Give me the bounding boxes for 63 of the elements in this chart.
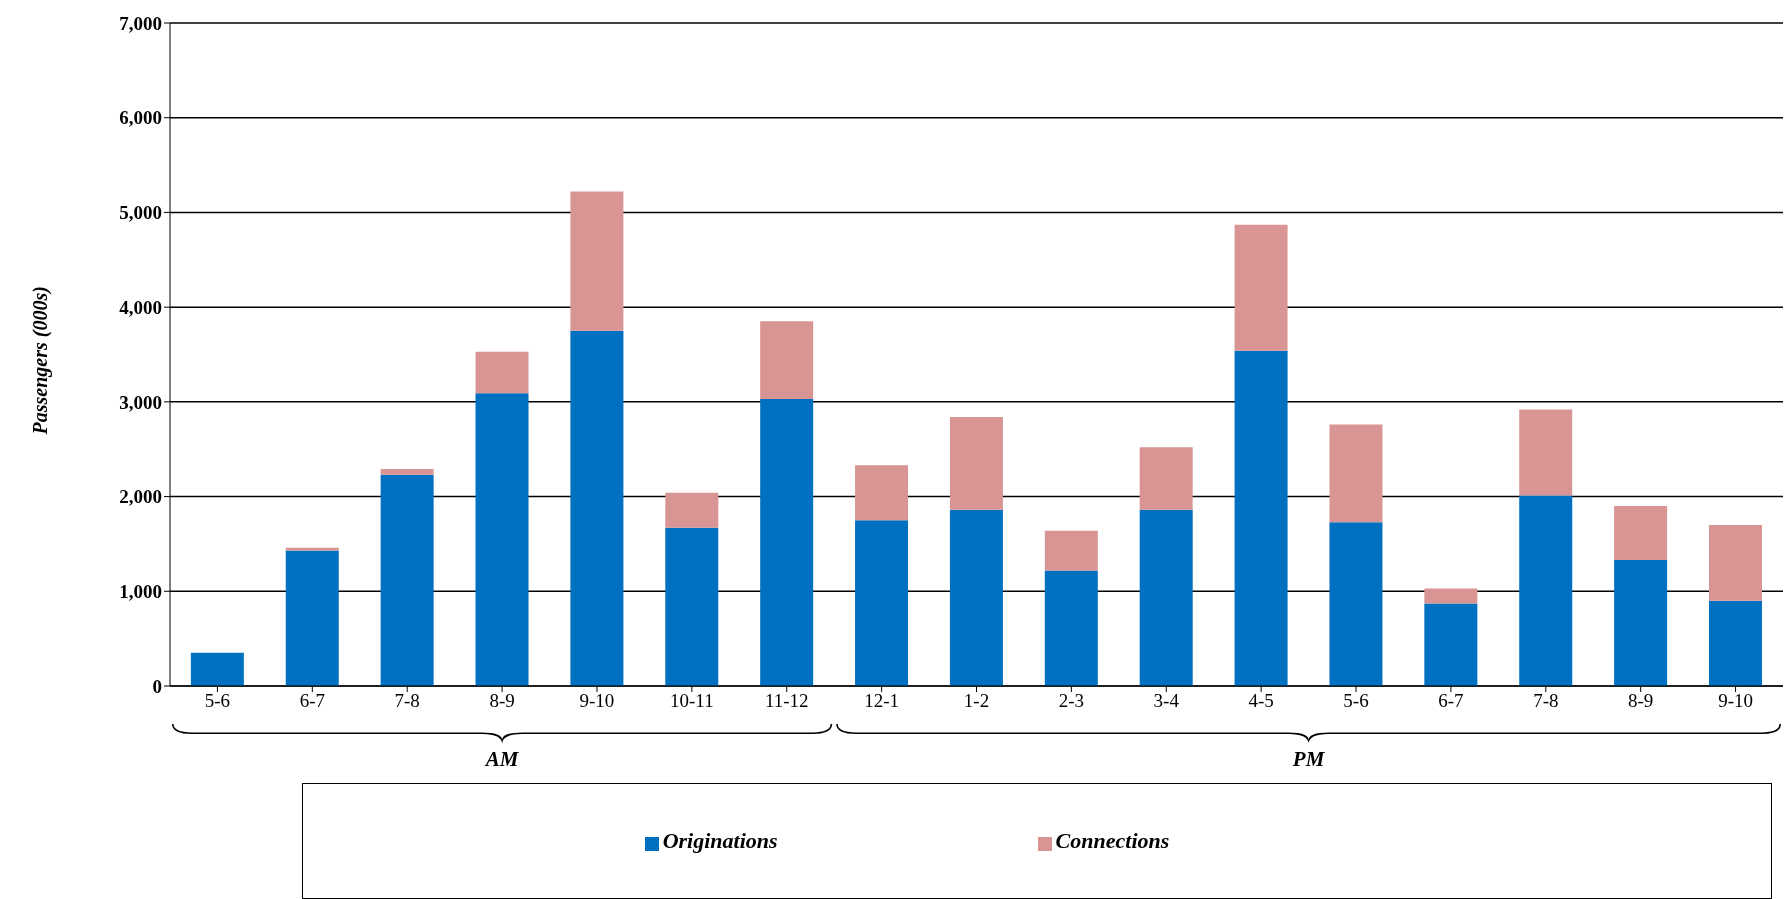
y-tick-label: 7,000 <box>119 12 162 34</box>
x-tick-label: 7-8 <box>1533 690 1559 712</box>
bar <box>475 351 529 394</box>
x-tick-label: 8-9 <box>489 690 515 712</box>
y-tick-label: 0 <box>152 675 162 697</box>
x-tick-label: 7-8 <box>394 690 420 712</box>
legend-label: Connections <box>1055 828 1170 853</box>
x-tick-label: 3-4 <box>1153 690 1180 712</box>
bar <box>1519 409 1573 496</box>
legend-label: Originations <box>662 828 778 853</box>
bar <box>665 492 719 528</box>
bar <box>475 393 529 686</box>
y-axis-title: Passengers (000s) <box>29 286 53 436</box>
bar <box>1329 424 1383 523</box>
bar <box>1139 447 1193 510</box>
x-tick-label: 6-7 <box>299 690 325 712</box>
bar <box>1234 224 1288 351</box>
y-tick-label: 1,000 <box>119 581 162 603</box>
y-tick-label: 6,000 <box>119 107 162 129</box>
bar <box>1234 350 1288 686</box>
bar <box>855 520 909 686</box>
bar <box>380 474 434 686</box>
bar <box>760 321 814 400</box>
x-tick-label: 11-12 <box>764 690 809 712</box>
x-tick-label: 10-11 <box>670 690 714 712</box>
bar <box>1708 524 1762 601</box>
y-tick-label: 3,000 <box>119 391 162 413</box>
bar <box>949 417 1003 510</box>
bar <box>1614 560 1668 686</box>
bar <box>665 527 719 686</box>
bar <box>380 469 434 475</box>
x-tick-label: 4-5 <box>1248 690 1274 712</box>
bar <box>285 550 339 686</box>
x-tick-label: 8-9 <box>1628 690 1654 712</box>
bar <box>1329 522 1383 686</box>
bar <box>1614 506 1668 561</box>
bar <box>949 509 1003 686</box>
bar <box>1424 603 1478 686</box>
x-tick-label: 2-3 <box>1058 690 1085 712</box>
bar <box>570 330 624 686</box>
x-tick-label: 9-10 <box>579 690 615 712</box>
x-tick-label: 12-1 <box>864 690 900 712</box>
bar <box>760 399 814 686</box>
bar <box>1044 530 1098 571</box>
y-tick-label: 2,000 <box>119 486 162 508</box>
x-tick-label: 9-10 <box>1718 690 1753 712</box>
x-tick-label: 5-6 <box>204 690 231 712</box>
text: AM <box>483 747 520 771</box>
bar <box>1139 509 1193 686</box>
bar <box>570 191 624 331</box>
y-tick-label: 4,000 <box>119 296 162 318</box>
bar <box>1044 570 1098 686</box>
bar <box>1519 495 1573 686</box>
text: PM <box>1291 747 1326 771</box>
x-tick-label: 5-6 <box>1343 690 1369 712</box>
bar <box>285 547 339 551</box>
y-tick-label: 5,000 <box>119 202 162 224</box>
bar <box>1708 600 1762 686</box>
x-tick-label: 6-7 <box>1438 690 1464 712</box>
x-tick-label: 1-2 <box>963 690 990 712</box>
bar <box>190 652 244 686</box>
bar <box>855 465 909 521</box>
bar <box>1424 588 1478 604</box>
